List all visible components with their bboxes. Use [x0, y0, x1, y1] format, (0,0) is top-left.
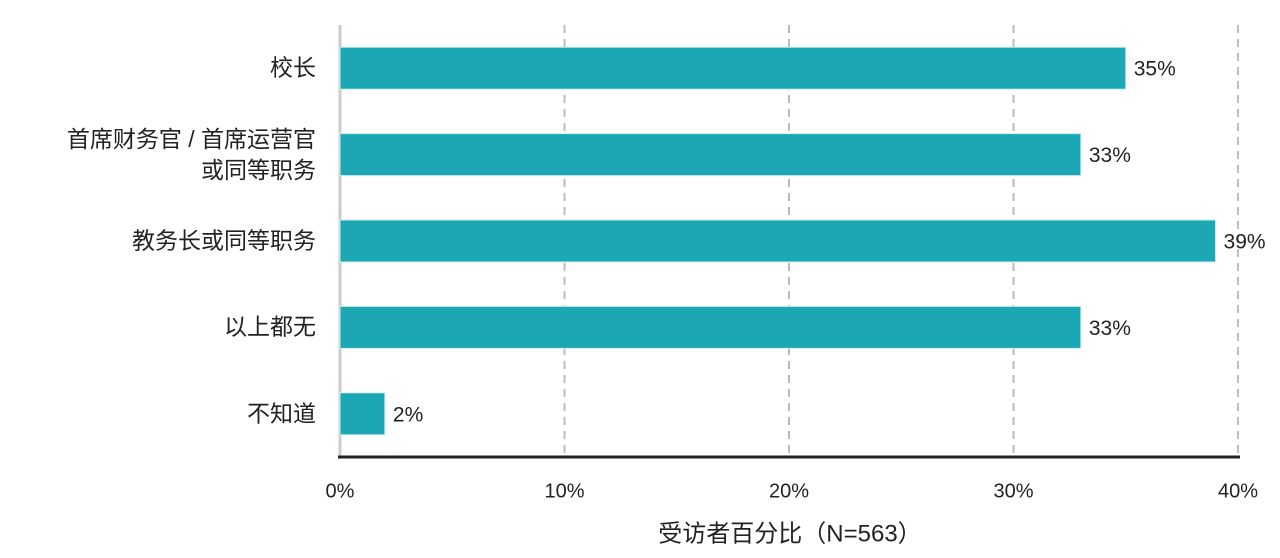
y-tick-label: 以上都无 [224, 313, 316, 340]
bar [339, 392, 386, 436]
x-tick-label: 10% [544, 480, 584, 502]
value-label: 33% [1089, 317, 1131, 340]
bar [339, 46, 1127, 90]
value-label: 2% [393, 403, 423, 426]
value-label: 33% [1089, 144, 1131, 167]
value-label: 39% [1224, 231, 1266, 254]
y-tick-label: 教务长或同等职务 [132, 227, 316, 254]
bar [339, 133, 1082, 177]
bar [339, 305, 1082, 349]
y-tick-label: 不知道 [247, 400, 316, 427]
y-tick-label: 首席财务官 / 首席运营官 或同等职务 [66, 125, 316, 183]
x-tick-label: 40% [1218, 480, 1258, 502]
x-axis-title: 受访者百分比（N=563） [658, 520, 921, 547]
x-tick-label: 0% [326, 480, 355, 502]
x-tick-label: 30% [993, 480, 1033, 502]
bar [339, 219, 1217, 263]
value-label: 35% [1134, 58, 1176, 81]
x-tick-label: 20% [769, 480, 809, 502]
y-tick-label: 校长 [270, 54, 316, 81]
